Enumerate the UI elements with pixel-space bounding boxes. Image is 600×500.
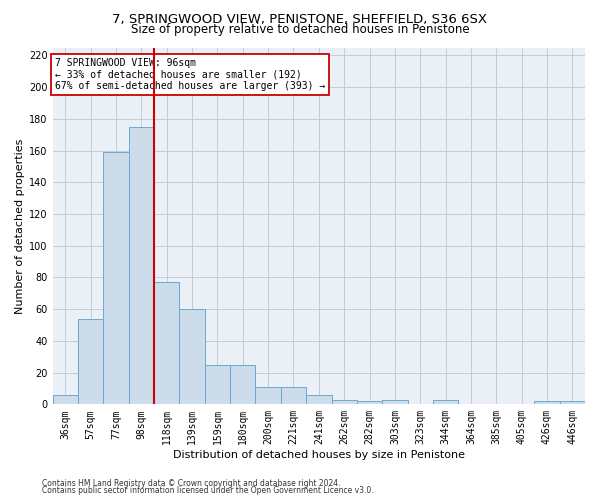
Text: 7 SPRINGWOOD VIEW: 96sqm
← 33% of detached houses are smaller (192)
67% of semi-: 7 SPRINGWOOD VIEW: 96sqm ← 33% of detach… [55,58,326,92]
Bar [306,395,332,404]
Text: Contains public sector information licensed under the Open Government Licence v3: Contains public sector information licen… [42,486,374,495]
Bar [53,395,78,404]
Bar [281,387,306,404]
Bar [382,400,407,404]
Bar [103,152,129,405]
Bar [205,364,230,405]
Bar [357,401,382,404]
Bar [179,309,205,404]
Bar [433,400,458,404]
Y-axis label: Number of detached properties: Number of detached properties [15,138,25,314]
Bar [154,282,179,405]
Bar [129,127,154,404]
X-axis label: Distribution of detached houses by size in Penistone: Distribution of detached houses by size … [173,450,465,460]
Bar [560,401,585,404]
Text: Size of property relative to detached houses in Penistone: Size of property relative to detached ho… [131,24,469,36]
Text: Contains HM Land Registry data © Crown copyright and database right 2024.: Contains HM Land Registry data © Crown c… [42,478,341,488]
Bar [78,318,103,404]
Bar [256,387,281,404]
Bar [535,401,560,404]
Bar [230,364,256,405]
Bar [332,400,357,404]
Text: 7, SPRINGWOOD VIEW, PENISTONE, SHEFFIELD, S36 6SX: 7, SPRINGWOOD VIEW, PENISTONE, SHEFFIELD… [113,12,487,26]
